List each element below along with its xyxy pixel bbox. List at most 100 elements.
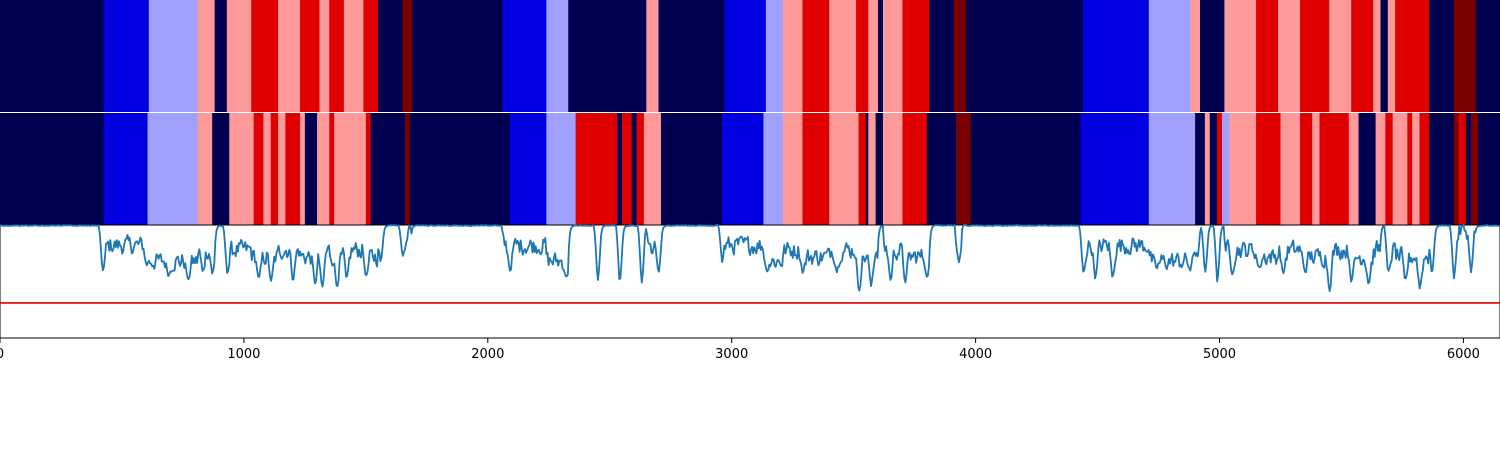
x-tick-label-3000: 3000 [715, 347, 748, 362]
segment-track1-20 [658, 0, 725, 112]
segment-track2-14 [329, 113, 335, 225]
segment-track2-26 [636, 113, 645, 225]
segment-track2-17 [370, 113, 406, 225]
x-tick-label-1000: 1000 [227, 347, 260, 362]
segment-track2-40 [926, 113, 957, 225]
segment-track1-46 [1387, 0, 1396, 112]
segment-track2-0 [0, 113, 105, 225]
segment-track2-21 [546, 113, 577, 225]
segment-track2-15 [334, 113, 367, 225]
segment-track1-47 [1395, 0, 1430, 112]
segment-track2-51 [1229, 113, 1257, 225]
segment-track2-34 [858, 113, 867, 225]
segment-track2-70 [1478, 113, 1500, 225]
line-panel [0, 224, 1500, 339]
segment-track2-5 [229, 113, 255, 225]
segment-track2-50 [1221, 113, 1230, 225]
segment-track2-35 [865, 113, 869, 225]
segment-track2-6 [253, 113, 265, 225]
segment-track2-22 [575, 113, 618, 225]
segment-track1-32 [953, 0, 967, 112]
segment-track2-53 [1280, 113, 1301, 225]
segment-track2-28 [660, 113, 723, 225]
segment-track1-19 [646, 0, 660, 112]
segment-track1-28 [878, 0, 884, 112]
segment-track1-31 [929, 0, 955, 112]
segment-track2-62 [1407, 113, 1413, 225]
segment-track2-36 [868, 113, 877, 225]
segmentation-track-2 [0, 113, 1500, 225]
segment-track1-38 [1224, 0, 1257, 112]
segment-track1-1 [103, 0, 150, 112]
segment-track2-46 [1195, 113, 1206, 225]
segment-track2-47 [1204, 113, 1211, 225]
segment-track2-10 [285, 113, 301, 225]
segment-track2-42 [970, 113, 1082, 225]
segment-track2-24 [621, 113, 633, 225]
segment-track2-48 [1209, 113, 1218, 225]
segment-track1-50 [1475, 0, 1500, 112]
segment-track2-32 [802, 113, 830, 225]
segment-track1-15 [412, 0, 504, 112]
segment-track1-7 [278, 0, 301, 112]
segment-track2-25 [631, 113, 638, 225]
segment-track2-33 [829, 113, 860, 225]
segment-track1-10 [329, 0, 345, 112]
segment-track1-37 [1200, 0, 1225, 112]
segment-track2-1 [103, 113, 149, 225]
segment-track2-30 [763, 113, 784, 225]
segment-track1-36 [1190, 0, 1201, 112]
x-tick-label-6000: 6000 [1447, 347, 1480, 362]
segment-track2-63 [1412, 113, 1421, 225]
segment-track1-49 [1453, 0, 1477, 112]
segment-track2-45 [1148, 113, 1196, 225]
segment-track1-12 [363, 0, 379, 112]
segment-track1-41 [1300, 0, 1330, 112]
segment-track2-52 [1256, 113, 1282, 225]
x-tick-label-4000: 4000 [959, 347, 992, 362]
segment-track2-61 [1392, 113, 1408, 225]
segment-track1-9 [319, 0, 330, 112]
segment-track2-16 [365, 113, 372, 225]
segmentation-track-1 [0, 0, 1500, 112]
x-tick-label-5000: 5000 [1203, 347, 1236, 362]
x-tick-label-0: 0 [0, 347, 4, 362]
segment-track1-24 [802, 0, 830, 112]
segment-track2-67 [1458, 113, 1467, 225]
segment-track2-49 [1217, 113, 1223, 225]
segment-track2-2 [147, 113, 199, 225]
segment-track1-26 [856, 0, 869, 112]
segment-track1-25 [829, 0, 857, 112]
segment-track1-35 [1148, 0, 1191, 112]
segment-track2-39 [902, 113, 928, 225]
segment-track2-23 [617, 113, 623, 225]
segment-track1-40 [1278, 0, 1301, 112]
segment-track2-68 [1465, 113, 1472, 225]
segment-track1-39 [1256, 0, 1279, 112]
segment-track2-64 [1419, 113, 1430, 225]
x-axis: 0 1000 2000 3000 4000 5000 6000 [0, 338, 1480, 362]
segment-track1-44 [1373, 0, 1382, 112]
segment-track1-6 [251, 0, 279, 112]
segment-track1-22 [765, 0, 784, 112]
segment-track1-23 [782, 0, 804, 112]
signal-line [0, 224, 1500, 292]
segment-track1-30 [902, 0, 930, 112]
segment-track2-3 [197, 113, 213, 225]
segment-track2-13 [317, 113, 330, 225]
segment-track2-29 [721, 113, 765, 225]
segment-track1-43 [1351, 0, 1374, 112]
x-tick-label-2000: 2000 [471, 347, 504, 362]
segment-track2-41 [956, 113, 972, 225]
segment-track1-0 [0, 0, 105, 112]
segment-track2-59 [1375, 113, 1386, 225]
segment-track1-11 [343, 0, 365, 112]
segment-track2-38 [882, 113, 904, 225]
segment-track1-14 [402, 0, 413, 112]
segment-track1-8 [300, 0, 321, 112]
segment-track1-5 [226, 0, 252, 112]
segment-track2-20 [509, 113, 547, 225]
segment-track1-18 [568, 0, 647, 112]
segment-track1-33 [965, 0, 1084, 112]
segment-track1-2 [148, 0, 199, 112]
